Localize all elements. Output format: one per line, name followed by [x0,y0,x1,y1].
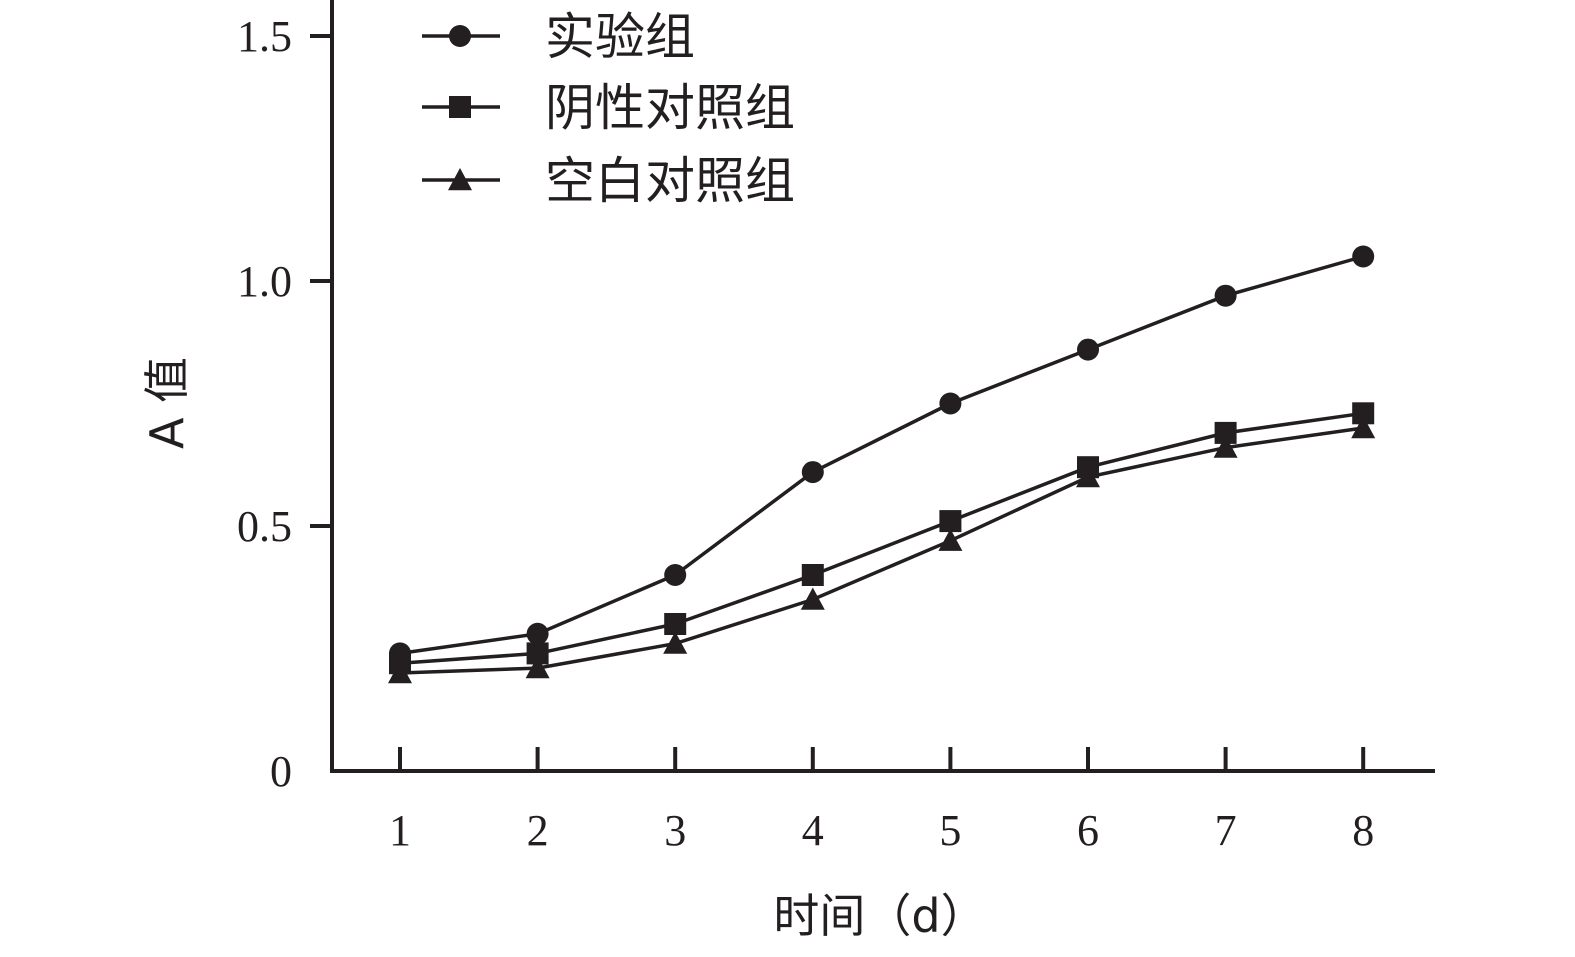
y-tick-label: 0.5 [237,502,292,551]
series-square [389,402,1375,675]
data-point-square [526,642,549,665]
data-point-circle [1077,338,1099,361]
data-point-circle [664,564,687,586]
legend-marker-square [449,96,471,118]
legend-label: 阴性对照组 [545,79,795,137]
y-tick-label: 1.0 [237,257,292,306]
y-axis-title: A 值 [140,357,194,449]
series-circle [389,245,1375,665]
data-point-triangle [938,528,963,551]
axes [330,0,1435,773]
data-point-circle [1352,245,1375,268]
legend-item: 实验组 [422,8,695,66]
y-tick-label: 0 [270,747,292,796]
data-point-square [939,510,962,533]
data-point-triangle [1213,435,1238,458]
data-point-circle [1214,284,1237,307]
legend-marker-triangle [448,168,472,191]
series-line-triangle [399,426,1364,675]
x-tick-label: 3 [664,806,686,855]
series [388,245,1376,684]
x-axis-title: 时间（d） [773,889,986,943]
legend-item: 阴性对照组 [422,79,795,137]
series-line-square [399,411,1364,665]
data-point-circle [526,622,549,645]
x-tick-label: 5 [939,806,961,855]
series-triangle [388,416,1376,684]
x-tick-label: 1 [389,806,411,855]
data-point-triangle [800,587,825,610]
data-point-triangle [1351,416,1376,439]
data-point-triangle [663,631,688,654]
series-line-circle [399,254,1364,656]
data-point-square [1214,421,1237,444]
y-tick-label: 1.5 [237,12,292,61]
data-point-circle [801,461,824,484]
data-point-square [801,564,824,586]
x-tick-label: 6 [1077,806,1099,855]
legend-marker-circle [449,25,471,47]
x-tick-label: 4 [802,806,824,855]
ticks: 0 0.5 1.0 1.5 1 2 3 4 5 6 7 8 [237,12,1374,855]
x-tick-label: 7 [1215,806,1237,855]
data-point-triangle [1076,465,1100,488]
legend-label: 空白对照组 [545,152,795,210]
data-point-square [1352,402,1375,425]
data-point-circle [939,392,962,415]
data-point-triangle [388,661,412,684]
x-tick-label: 2 [527,806,549,855]
x-tick-label: 8 [1352,806,1374,855]
data-point-triangle [525,656,550,679]
legend-item: 空白对照组 [422,152,795,210]
legend-label: 实验组 [545,8,695,66]
data-point-square [664,613,687,635]
